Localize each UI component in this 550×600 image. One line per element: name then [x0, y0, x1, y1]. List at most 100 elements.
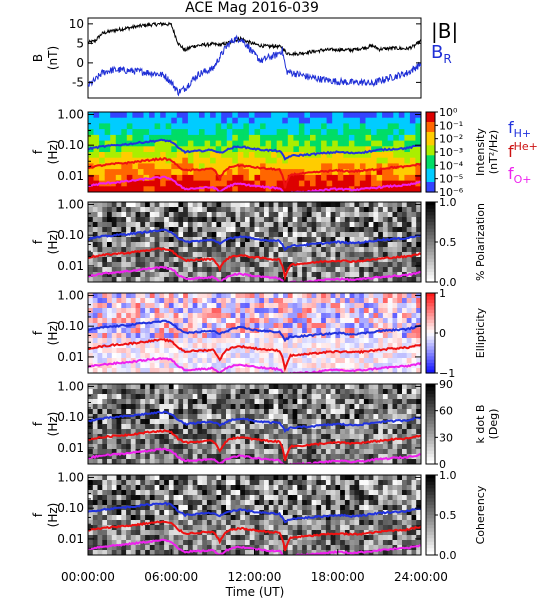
- spectrogram-cell: [193, 134, 200, 142]
- spectrogram-cell: [321, 227, 327, 233]
- spectrogram-cell: [392, 237, 398, 243]
- spectrogram-cell: [164, 434, 170, 440]
- spectrogram-cell: [330, 242, 336, 248]
- spectrogram-cell: [348, 123, 355, 130]
- spectrogram-cell: [326, 129, 333, 136]
- spectrogram-cell: [178, 272, 184, 278]
- spectrogram-cell: [325, 298, 332, 304]
- spectrogram-cell: [111, 333, 118, 339]
- spectrogram-cell: [311, 308, 317, 314]
- spectrogram-cell: [165, 169, 172, 176]
- spectrogram-cell: [116, 419, 122, 425]
- spectrogram-cell: [306, 328, 313, 334]
- spectrogram-cell: [116, 429, 122, 435]
- spectrogram-cell: [392, 348, 398, 354]
- spectrogram-cell: [168, 293, 175, 299]
- spectrogram-cell: [321, 257, 327, 263]
- spectrogram-cell: [168, 389, 175, 395]
- spectrogram-cell: [116, 535, 122, 541]
- spectrogram-cell: [254, 449, 260, 455]
- spectrogram-cell: [193, 123, 200, 130]
- spectrogram-cell: [168, 525, 175, 531]
- spectrogram-cell: [202, 540, 208, 546]
- spectrogram-cell: [130, 202, 137, 208]
- spectrogram-cell: [245, 262, 251, 268]
- spectrogram-cell: [230, 550, 237, 555]
- spectrogram-cell: [140, 237, 146, 243]
- spectrogram-cell: [93, 186, 100, 192]
- spectrogram-cell: [97, 202, 103, 208]
- spectrogram-cell: [183, 444, 189, 450]
- spectrogram-cell: [226, 510, 232, 516]
- spectrogram-cell: [359, 303, 365, 309]
- spectrogram-cell: [88, 394, 94, 400]
- spectrogram-cell: [187, 202, 194, 208]
- spectrogram-cell: [140, 550, 146, 555]
- spectrogram-cell: [92, 328, 99, 334]
- spectrogram-cell: [283, 237, 289, 243]
- spectrogram-cell: [387, 186, 394, 192]
- spectrogram-cell: [107, 449, 113, 455]
- spectrogram-cell: [330, 454, 336, 460]
- spectrogram-cell: [287, 409, 294, 415]
- spectrogram-cell: [316, 338, 322, 344]
- spectrogram-cell: [116, 262, 122, 268]
- spectrogram-cell: [359, 293, 365, 299]
- colorbar-segment: [426, 417, 435, 422]
- spectrogram-cell: [230, 207, 237, 213]
- spectrogram-cell: [359, 252, 365, 258]
- spectrogram-cell: [315, 180, 322, 187]
- colorbar-segment: [426, 359, 435, 364]
- spectrogram-cell: [411, 242, 417, 248]
- spectrogram-cell: [206, 500, 213, 506]
- spectrogram-cell: [135, 444, 141, 450]
- spectrogram-cell: [197, 303, 203, 309]
- spectrogram-cell: [130, 404, 137, 410]
- spectrogram-cell: [230, 500, 237, 506]
- colorbar-segment: [426, 175, 435, 180]
- spectrogram-cell: [88, 444, 94, 450]
- spectrogram-cell: [363, 232, 370, 238]
- spectrogram-cell: [398, 117, 405, 124]
- spectrogram-cell: [92, 434, 99, 440]
- spectrogram-cell: [178, 368, 184, 373]
- spectrogram-cell: [140, 227, 146, 233]
- spectrogram-cell: [287, 207, 294, 213]
- spectrogram-cell: [193, 152, 200, 159]
- spectrogram-cell: [107, 459, 113, 464]
- spectrogram-cell: [278, 449, 284, 455]
- spectrogram-cell: [97, 368, 103, 373]
- spectrogram-cell: [192, 222, 199, 228]
- colorbar-segment: [426, 319, 435, 324]
- spectrogram-cell: [392, 267, 398, 273]
- spectrogram-cell: [245, 368, 251, 373]
- spectrogram-cell: [376, 163, 383, 170]
- spectrogram-cell: [210, 152, 217, 159]
- spectrogram-cell: [116, 348, 122, 354]
- spectrogram-cell: [302, 222, 308, 228]
- spectrogram-cell: [392, 368, 398, 373]
- spectrogram-cell: [187, 495, 194, 501]
- spectrogram-cell: [192, 232, 199, 238]
- spectrogram-cell: [265, 157, 272, 164]
- spectrogram-cell: [411, 247, 417, 253]
- spectrogram-cell: [178, 262, 184, 268]
- spectrogram-cell: [354, 399, 360, 405]
- spectrogram-cell: [183, 202, 189, 208]
- spectrogram-cell: [210, 146, 217, 153]
- spectrogram-cell: [240, 308, 246, 314]
- spectrogram-cell: [173, 475, 179, 481]
- spectrogram-cell: [306, 368, 313, 373]
- spectrogram-cell: [102, 480, 108, 486]
- spectrogram-cell: [321, 217, 327, 223]
- spectrogram-cell: [302, 348, 308, 354]
- spectrogram-cell: [226, 293, 232, 299]
- spectrogram-cell: [354, 424, 360, 430]
- spectrogram-cell: [359, 424, 365, 430]
- spectrogram-cell: [349, 252, 355, 258]
- spectrogram-cell: [260, 134, 267, 142]
- spectrogram-cell: [321, 252, 327, 258]
- spectrogram-cell: [192, 540, 199, 546]
- spectrogram-cell: [178, 252, 184, 258]
